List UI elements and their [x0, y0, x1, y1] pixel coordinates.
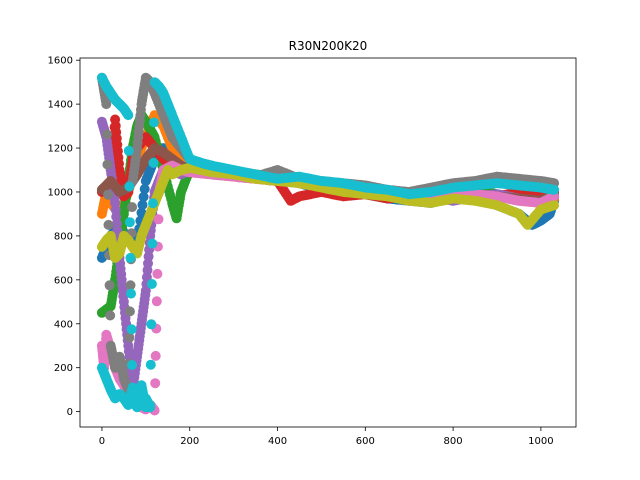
data-point — [127, 360, 138, 370]
x-tick-label: 600 — [356, 436, 375, 447]
y-tick-label: 1600 — [48, 56, 73, 67]
y-tick-label: 800 — [54, 231, 73, 242]
series-10 — [96, 362, 156, 413]
x-tick-label: 400 — [268, 436, 287, 447]
data-point — [149, 117, 160, 128]
data-point — [146, 279, 157, 289]
data-point — [125, 280, 136, 291]
data-point — [126, 324, 137, 335]
data-point — [150, 378, 161, 389]
data-point — [125, 252, 136, 263]
data-point — [124, 306, 135, 317]
data-point — [148, 157, 159, 168]
plot-frame — [79, 57, 577, 428]
data-point — [145, 359, 156, 370]
data-point — [137, 199, 148, 210]
data-point — [123, 145, 134, 156]
data-point — [153, 214, 164, 225]
x-tick-label: 800 — [444, 436, 463, 447]
data-point — [549, 184, 560, 195]
y-tick-label: 1200 — [48, 144, 73, 155]
y-tick-label: 0 — [67, 407, 73, 418]
data-point — [124, 181, 135, 192]
data-point — [103, 219, 114, 230]
x-tick-label: 1000 — [528, 436, 553, 447]
data-point — [146, 319, 157, 330]
data-point — [152, 268, 163, 279]
y-tick-label: 1400 — [48, 100, 73, 111]
data-point — [549, 200, 560, 211]
data-point — [105, 310, 116, 321]
data-point — [126, 288, 136, 299]
data-point — [151, 296, 162, 307]
data-point — [136, 207, 147, 218]
chart-title: R30N200K20 — [289, 39, 368, 53]
data-point — [123, 110, 134, 121]
x-tick-label: 200 — [180, 436, 199, 447]
x-tick-label: 0 — [99, 436, 105, 447]
data-point — [145, 402, 156, 413]
data-point — [138, 191, 149, 202]
y-tick-label: 600 — [54, 275, 73, 286]
data-point — [124, 332, 135, 343]
plot-area — [96, 72, 560, 416]
y-tick-label: 1000 — [48, 187, 73, 198]
axes: 0 200 400 600 800 1000 0 200 400 600 800 1000 1200 14… — [48, 56, 577, 447]
data-point — [101, 99, 112, 110]
data-point — [103, 189, 113, 200]
data-point — [124, 217, 135, 228]
data-point — [101, 129, 112, 140]
data-point — [147, 238, 158, 249]
y-tick-label: 200 — [54, 363, 73, 374]
data-point — [139, 184, 150, 194]
y-tick-label: 400 — [54, 319, 73, 330]
data-point — [150, 350, 161, 361]
data-point — [102, 159, 113, 170]
data-point — [148, 198, 158, 209]
data-point — [104, 280, 115, 291]
data-point — [127, 202, 138, 213]
